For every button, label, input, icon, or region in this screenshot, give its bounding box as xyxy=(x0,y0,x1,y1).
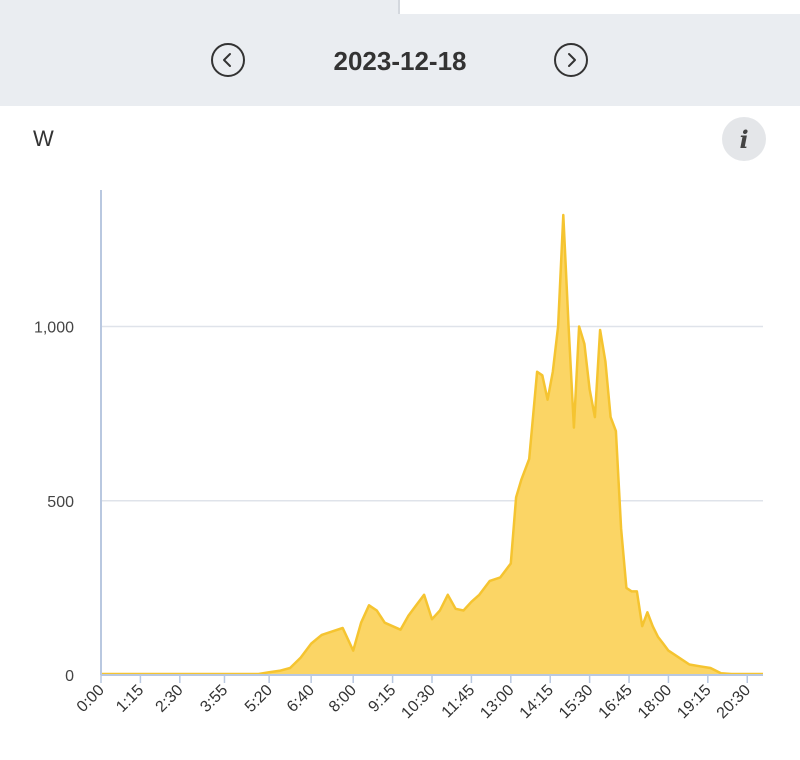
x-tick-label: 3:55 xyxy=(197,682,231,716)
x-tick-label: 15:30 xyxy=(556,682,596,722)
x-tick-label: 8:00 xyxy=(326,682,360,716)
series-area xyxy=(101,215,763,675)
x-tick-label: 13:00 xyxy=(477,682,517,722)
series-line xyxy=(101,213,763,676)
x-tick-label: 5:20 xyxy=(242,682,276,716)
chevron-right-icon xyxy=(568,53,576,67)
x-tick-label: 18:00 xyxy=(635,682,675,722)
previous-day-button[interactable] xyxy=(211,43,245,77)
x-tick-label: 10:30 xyxy=(398,682,438,722)
tab-right[interactable] xyxy=(400,0,800,14)
date-navigation-bar: 2023-12-18 xyxy=(0,16,800,106)
top-tab-bar xyxy=(0,0,800,16)
y-tick-label: 1,000 xyxy=(34,320,74,337)
x-tick-label: 11:45 xyxy=(439,682,479,722)
unit-label: W xyxy=(33,126,54,151)
x-tick-label: 6:40 xyxy=(284,682,318,716)
x-tick-label: 14:15 xyxy=(517,682,557,722)
x-tick-label: 0:00 xyxy=(74,682,108,716)
y-tick-label: 0 xyxy=(65,668,74,685)
current-date[interactable]: 2023-12-18 xyxy=(333,46,467,76)
x-tick-label: 19:15 xyxy=(674,682,714,722)
next-day-button[interactable] xyxy=(554,43,588,77)
info-icon: i xyxy=(739,124,749,154)
x-tick-label: 1:15 xyxy=(113,682,147,716)
power-chart: 0 500 1,000 0:00 1:15 2:30 3:55 5:20 6:40 8:00 9:1… xyxy=(34,190,763,722)
y-tick-label: 500 xyxy=(47,494,74,511)
x-tick-label: 2:30 xyxy=(153,682,187,716)
info-button[interactable]: i xyxy=(722,117,766,161)
x-tick-label: 20:30 xyxy=(714,682,754,722)
chevron-left-icon xyxy=(223,53,231,67)
x-tick-label: 9:15 xyxy=(365,682,399,716)
x-tick-label: 16:45 xyxy=(596,682,636,722)
tab-left[interactable] xyxy=(0,0,400,14)
